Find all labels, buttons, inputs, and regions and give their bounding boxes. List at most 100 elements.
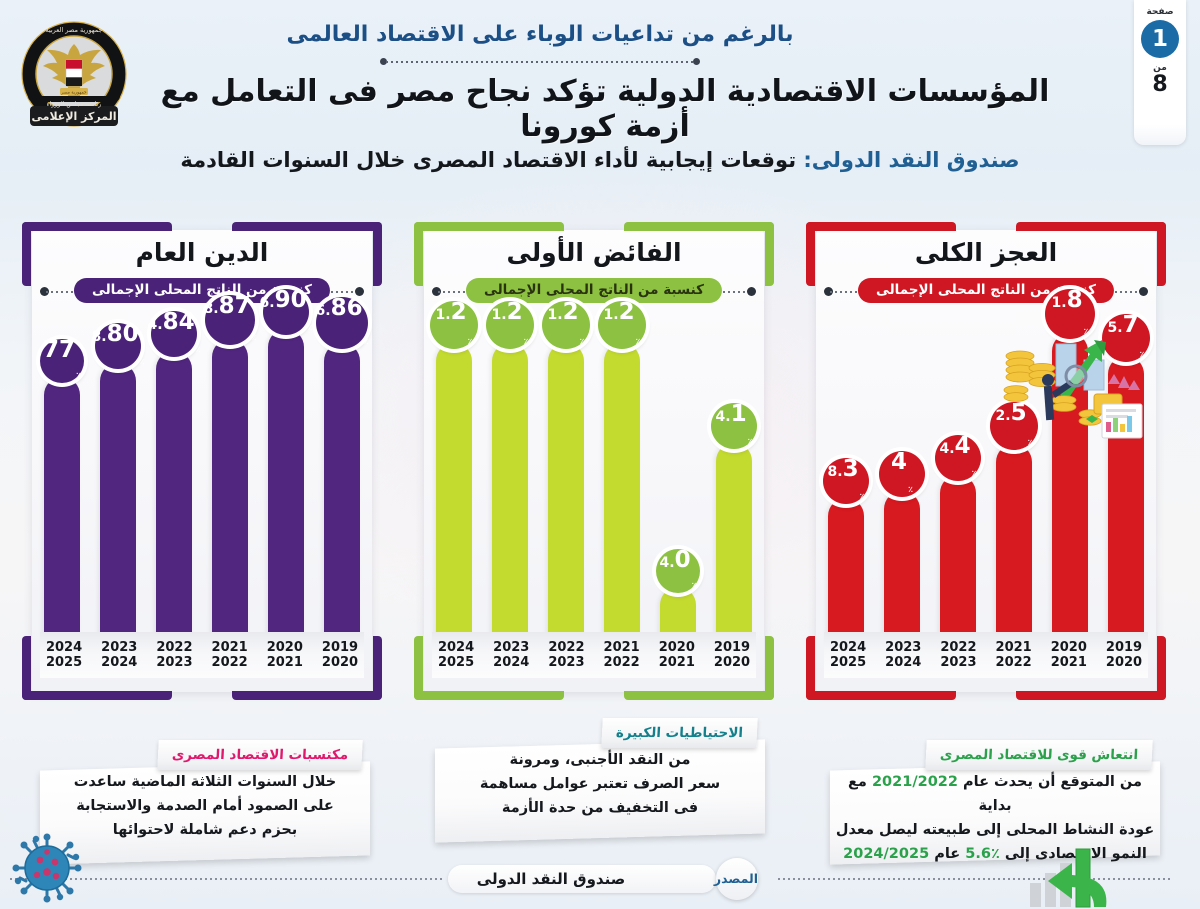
note-line: عودة النشاط المحلى إلى طبيعته ليصل معدل: [830, 818, 1160, 842]
bar-value-bubble: ٪ 90.6: [260, 289, 312, 335]
bar-group: ٪ 86.6: [316, 297, 368, 644]
svg-text:رئاسة مجلس الوزراء: رئاسة مجلس الوزراء: [47, 101, 102, 108]
percent-sign: ٪: [251, 333, 257, 342]
page-label: صفحة: [1146, 7, 1174, 17]
note-line: من النقد الأجنبى، ومرونة: [509, 752, 691, 768]
percent-sign: ٪: [579, 337, 585, 346]
corner-bracket-bottom-left: [414, 636, 564, 700]
axis-year-label: 2021 2022: [603, 640, 640, 670]
bar-value-bubble: ٪ 87.8: [204, 295, 257, 345]
bar-value-bubble: ٪ 77: [40, 339, 84, 383]
divider-dot-left: [380, 58, 387, 65]
percent-sign: ٪: [908, 485, 913, 494]
note-box-large-reserves: الاحتياطيات الكبيرة من النقد الأجنبى، وم…: [435, 718, 765, 843]
percent-sign: ٪: [635, 337, 641, 346]
bar-value-dec: .1: [547, 307, 563, 323]
note-text: من المتوقع أن يحدث عام: [957, 774, 1142, 790]
bar: [884, 491, 920, 644]
note-box-egypt-economy-gains: مكتسبات الاقتصاد المصرى خلال السنوات الث…: [40, 740, 370, 865]
source-line-left: [10, 878, 442, 880]
axis-year-label: 2024 2025: [45, 640, 83, 670]
bar-group: ٪ 80.8: [92, 314, 144, 644]
chart-x-axis: 2019 2020 2020 2021 2021 2022 2022 2023 2023 2024…: [40, 632, 364, 678]
corner-bracket-bottom-left: [806, 636, 956, 700]
chart-x-axis: 2019 2020 2020 2021 2021 2022 2022 2023 2023 2024…: [432, 632, 756, 678]
axis-year-label: 2023 2024: [493, 640, 530, 670]
subtitle-dot-left: [40, 287, 49, 296]
bar: [996, 444, 1032, 644]
bar-value-dec: .2: [995, 408, 1011, 424]
note-tab: انتعاش قوى للاقتصاد المصرى: [925, 740, 1153, 770]
bar-value-dec: .4: [147, 317, 163, 333]
bar-value-bubble: ٪ 3.8: [823, 458, 869, 504]
bars-container: ٪ 86.6 ٪ 90.6 ٪ 87.8 ٪ 84.4: [40, 289, 368, 644]
chart-title: الدين العام: [135, 238, 269, 267]
bar-value-dec: .8: [827, 464, 843, 480]
percent-sign: ٪: [859, 492, 865, 501]
note-line: فى التخفيف من حدة الأزمة: [501, 800, 699, 816]
corner-bracket-bottom-right: [1016, 636, 1166, 700]
axis-year-label: 2021 2022: [211, 640, 248, 670]
note-highlight: ٪5.6: [965, 846, 1000, 862]
bar-value-dec: .1: [603, 307, 619, 323]
bar-value-int: 4: [954, 433, 971, 459]
percent-sign: ٪: [139, 357, 145, 366]
bar-value-int: 2: [506, 299, 523, 325]
divider-dot-right: [693, 58, 700, 65]
note-text-block: خلال السنوات الثلاثة الماضية ساعدت على ال…: [40, 770, 370, 842]
bar-group: ٪ 77: [40, 314, 84, 644]
bar: [604, 343, 640, 644]
bar-group: ٪ 2.1: [598, 301, 646, 644]
bar-value-dec: .4: [659, 555, 675, 571]
bar-value-bubble: ٪ 86.6: [316, 297, 368, 349]
page-of-label: من: [1153, 63, 1167, 73]
bar-value-bubble: ٪ 4: [879, 451, 925, 497]
corner-bracket-bottom-right: [624, 636, 774, 700]
bar-group: ٪ 0.4: [656, 314, 700, 644]
egypt-cabinet-media-center-logo: جمهورية مصر جمهورية مصر العربية المركز ا…: [14, 14, 134, 134]
chart-subtitle: كنسبة من الناتج المحلى الإجمالى: [465, 278, 723, 303]
page-header: جمهورية مصر جمهورية مصر العربية المركز ا…: [0, 0, 1200, 172]
bar-group: ٪ 2.1: [430, 301, 478, 644]
percent-sign: ٪: [467, 337, 473, 346]
bar-value-bubble: ٪ 84.4: [147, 311, 200, 357]
source-label: المصدر: [714, 858, 758, 900]
chart-plot-area: ٪ 1.4 ٪ 0.4 ٪ 2.1 ٪ 2.1: [430, 301, 757, 644]
bar-value-dec: .8: [91, 329, 107, 345]
axis-year-label: 2019 2020: [1105, 640, 1143, 670]
note-line: خلال السنوات الثلاثة الماضية ساعدت: [73, 774, 337, 790]
bar-group: ٪ 4: [879, 314, 925, 644]
page-indicator: صفحة 1 من 8: [1134, 0, 1186, 145]
bar-value-bubble: ٪ 5.2: [990, 402, 1038, 450]
percent-sign: ٪: [195, 345, 201, 354]
bar-group: ٪ 87.8: [204, 295, 256, 644]
bars-container: ٪ 7.5 ٪ 8.1 ٪ 5.2 ٪ 4.4: [823, 289, 1150, 644]
bar-value-int: 8: [1066, 287, 1083, 313]
growth-arrow-icon: [1020, 821, 1140, 909]
bar-value-dec: .5: [1107, 320, 1123, 336]
note-text: عام: [929, 846, 966, 862]
chart-plot-area: ٪ 86.6 ٪ 90.6 ٪ 87.8 ٪ 84.4: [40, 289, 368, 644]
bar-value-int: 2: [562, 299, 579, 325]
percent-sign: ٪: [1139, 350, 1145, 359]
corner-bracket-top-left: [414, 222, 564, 286]
bar-value-int: 2: [618, 299, 635, 325]
bar: [436, 343, 472, 644]
bar: [828, 498, 864, 644]
chart-subtitle-row: كنسبة من الناتج المحلى الإجمالى: [40, 278, 364, 306]
bar-value-dec: .1: [1051, 295, 1067, 311]
bar-group: ٪ 2.1: [486, 301, 534, 644]
percent-sign: ٪: [76, 371, 81, 380]
source-line-right: [778, 878, 1170, 880]
bar: [548, 343, 584, 644]
bar-value-dec: .4: [715, 409, 731, 425]
subtitle-dot-right: [1139, 287, 1148, 296]
bar-group: ٪ 4.4: [935, 314, 981, 644]
panel-card: [816, 230, 1156, 692]
bar-value-bubble: ٪ 1.4: [711, 403, 757, 449]
subtitle-text: توقعات إيجابية لأداء الاقتصاد المصرى خلا…: [180, 148, 797, 172]
axis-year-label: 2020 2021: [266, 640, 303, 670]
note-line: بحزم دعم شاملة لاحتوائها: [112, 822, 298, 838]
bar-value-int: 86: [330, 295, 363, 321]
axis-year-label: 2022 2023: [940, 640, 977, 670]
